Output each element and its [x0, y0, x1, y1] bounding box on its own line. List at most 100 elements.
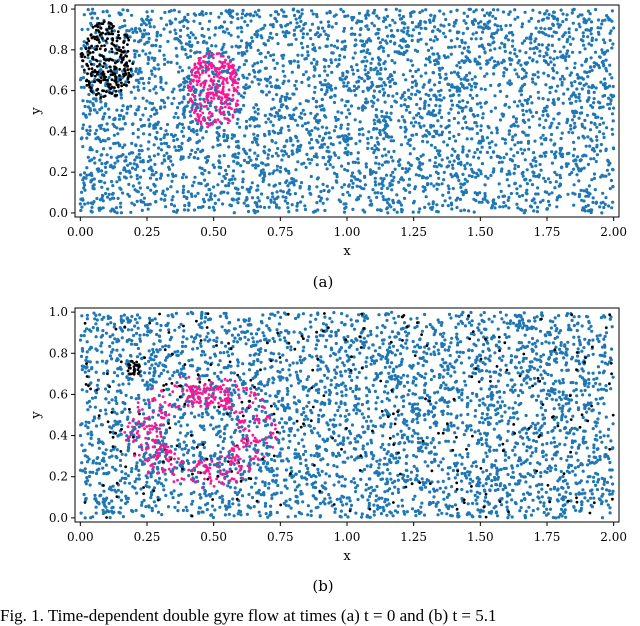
- scatter-point: [364, 183, 367, 186]
- scatter-point: [544, 180, 547, 183]
- scatter-point: [206, 66, 209, 69]
- scatter-point: [516, 192, 519, 195]
- scatter-point: [429, 174, 432, 177]
- scatter-point: [410, 134, 413, 137]
- scatter-point: [107, 32, 110, 35]
- scatter-point: [442, 12, 445, 15]
- scatter-point: [155, 39, 158, 42]
- scatter-point: [333, 129, 336, 132]
- scatter-point: [439, 24, 442, 27]
- scatter-point: [335, 119, 338, 122]
- scatter-point: [285, 169, 288, 172]
- scatter-point: [376, 72, 379, 75]
- scatter-point: [537, 97, 540, 100]
- scatter-point: [611, 95, 614, 98]
- scatter-point: [97, 379, 100, 382]
- scatter-point: [233, 337, 236, 340]
- scatter-point: [514, 133, 517, 136]
- scatter-point: [540, 155, 543, 158]
- scatter-point: [497, 380, 500, 383]
- scatter-point: [316, 113, 319, 116]
- scatter-point: [373, 9, 376, 12]
- scatter-point: [396, 211, 399, 214]
- scatter-point: [120, 93, 123, 96]
- scatter-point: [103, 44, 106, 47]
- scatter-point: [375, 67, 378, 70]
- scatter-point: [272, 124, 275, 127]
- scatter-point: [573, 148, 576, 151]
- scatter-point: [531, 9, 534, 12]
- scatter-point: [391, 199, 394, 202]
- scatter-point: [534, 46, 537, 49]
- scatter-point: [109, 22, 112, 25]
- scatter-point: [346, 150, 349, 153]
- scatter-point: [447, 55, 450, 58]
- scatter-point: [461, 145, 464, 148]
- scatter-point: [444, 18, 447, 21]
- scatter-point: [382, 50, 385, 53]
- scatter-point: [409, 138, 412, 141]
- scatter-point: [183, 81, 186, 84]
- scatter-point: [612, 146, 615, 149]
- scatter-point: [572, 141, 575, 144]
- scatter-point: [576, 155, 579, 158]
- scatter-point: [111, 197, 114, 200]
- scatter-point: [122, 58, 125, 61]
- scatter-point: [363, 176, 366, 179]
- scatter-point: [205, 41, 208, 44]
- scatter-point: [475, 82, 478, 85]
- scatter-point: [86, 56, 89, 59]
- scatter-point: [98, 41, 101, 44]
- scatter-point: [476, 60, 479, 63]
- scatter-point: [326, 167, 329, 170]
- scatter-point: [370, 22, 373, 25]
- scatter-point: [176, 138, 179, 141]
- scatter-point: [209, 111, 212, 114]
- scatter-point: [382, 88, 385, 91]
- scatter-point: [599, 26, 602, 29]
- scatter-point: [116, 132, 119, 135]
- scatter-point: [239, 45, 242, 48]
- scatter-point: [142, 412, 145, 415]
- scatter-point: [559, 176, 562, 179]
- scatter-point: [327, 25, 330, 28]
- scatter-point: [352, 72, 355, 75]
- scatter-point: [531, 115, 534, 118]
- scatter-point: [520, 25, 523, 28]
- scatter-point: [552, 382, 555, 385]
- scatter-point: [575, 394, 578, 397]
- scatter-point: [156, 31, 159, 34]
- scatter-point: [419, 38, 422, 41]
- scatter-point: [207, 28, 210, 31]
- scatter-point: [336, 46, 339, 49]
- scatter-point: [599, 149, 602, 152]
- scatter-point: [113, 29, 116, 32]
- scatter-point: [87, 8, 90, 11]
- scatter-point: [99, 60, 102, 63]
- scatter-point: [149, 177, 152, 180]
- scatter-point: [498, 182, 501, 185]
- scatter-point: [254, 163, 257, 166]
- scatter-point: [442, 96, 445, 99]
- scatter-point: [544, 155, 547, 158]
- scatter-point: [341, 40, 344, 43]
- scatter-point: [173, 145, 176, 148]
- scatter-point: [198, 76, 201, 79]
- scatter-point: [529, 36, 532, 39]
- scatter-point: [206, 49, 209, 52]
- scatter-point: [285, 96, 288, 99]
- scatter-point: [485, 63, 488, 66]
- scatter-point: [193, 156, 196, 159]
- scatter-point: [537, 43, 540, 46]
- scatter-point: [287, 125, 290, 128]
- scatter-point: [585, 20, 588, 23]
- scatter-point: [197, 68, 200, 71]
- scatter-point: [398, 14, 401, 17]
- scatter-point: [173, 116, 176, 119]
- scatter-point: [548, 126, 551, 129]
- scatter-point: [189, 89, 192, 92]
- scatter-point: [412, 117, 415, 120]
- scatter-point: [164, 129, 167, 132]
- scatter-point: [178, 84, 181, 87]
- scatter-point: [356, 157, 359, 160]
